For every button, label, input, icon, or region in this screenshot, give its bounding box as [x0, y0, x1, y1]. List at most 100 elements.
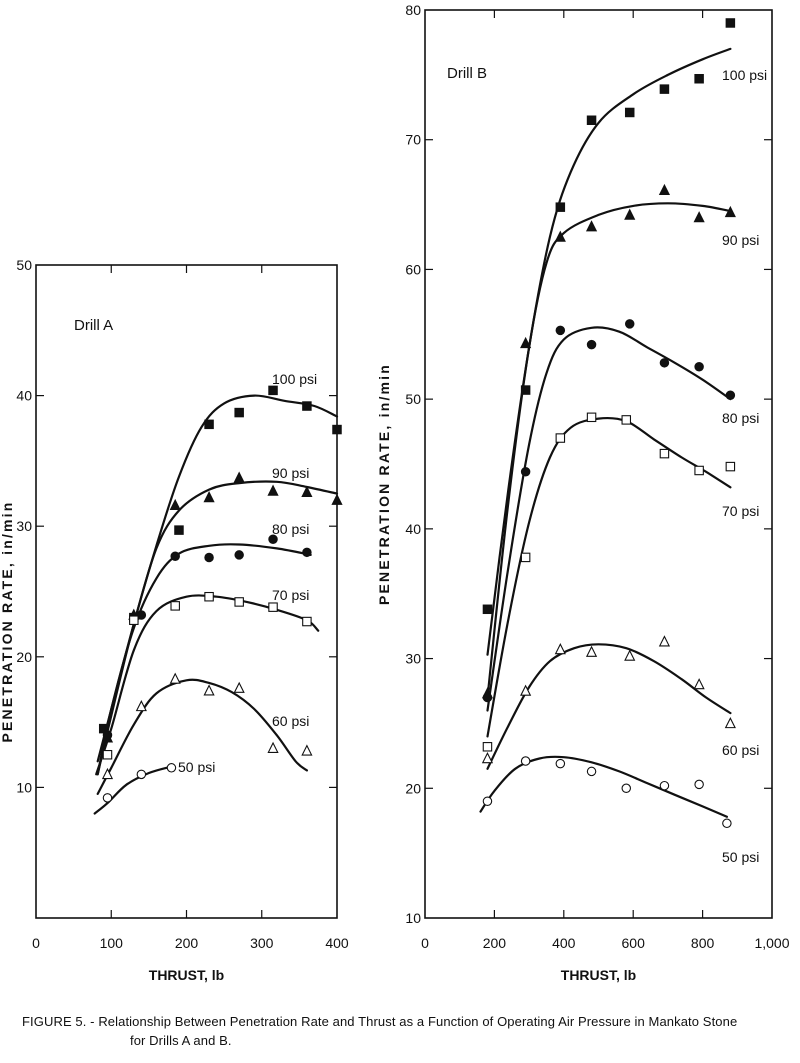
series-label: 90 psi: [272, 465, 309, 481]
data-point: [482, 692, 493, 703]
data-point: [301, 744, 313, 756]
series-label: 60 psi: [722, 742, 759, 758]
data-point: [724, 205, 736, 218]
series-curve: [93, 765, 173, 815]
y-tick-label: 40: [405, 521, 421, 537]
data-point: [586, 412, 597, 423]
data-point: [585, 220, 598, 232]
data-point: [586, 115, 597, 126]
data-point: [520, 756, 531, 766]
data-point: [554, 643, 566, 655]
series-label: 70 psi: [272, 587, 309, 603]
data-point: [267, 484, 279, 496]
y-tick-label: 70: [405, 132, 421, 148]
series-70-psi: 70 psi: [95, 587, 320, 776]
data-point: [586, 766, 597, 777]
x-tick-label: 400: [325, 935, 349, 951]
data-point: [268, 385, 278, 396]
x-tick-label: 400: [552, 935, 576, 951]
series-label: 60 psi: [272, 713, 309, 729]
data-point: [658, 183, 671, 196]
series-90-psi: 90 psi: [481, 183, 759, 699]
data-point: [481, 752, 494, 764]
x-tick-label: 1,000: [754, 935, 789, 951]
data-point: [234, 597, 244, 607]
series-curve: [96, 678, 308, 795]
y-axis-label: PENETRATION RATE, in/min: [376, 363, 392, 605]
data-point: [233, 471, 245, 483]
data-point: [102, 793, 113, 803]
data-point: [302, 547, 312, 558]
data-point: [136, 769, 147, 780]
y-tick-label: 20: [405, 780, 421, 796]
data-point: [166, 763, 177, 773]
series-curve: [95, 594, 320, 776]
series-label: 90 psi: [722, 232, 759, 248]
data-point: [204, 591, 214, 602]
caption-line-1: FIGURE 5. - Relationship Between Penetra…: [22, 1014, 738, 1029]
y-tick-label: 20: [16, 649, 32, 665]
y-tick-label: 50: [16, 257, 32, 273]
data-point: [301, 485, 313, 497]
data-point: [174, 525, 184, 535]
data-point: [555, 202, 566, 212]
x-tick-label: 600: [622, 935, 646, 951]
series-60-psi: 60 psi: [481, 635, 759, 770]
chart-title: Drill A: [74, 317, 113, 334]
data-point: [268, 534, 278, 545]
data-point: [234, 407, 244, 418]
series-curve: [486, 47, 732, 656]
data-point: [694, 465, 704, 476]
data-point: [555, 758, 566, 769]
data-point: [520, 336, 532, 349]
series-80-psi: 80 psi: [482, 319, 759, 712]
data-point: [624, 208, 636, 220]
data-point: [693, 678, 705, 690]
data-point: [722, 818, 732, 829]
series-70-psi: 70 psi: [482, 412, 759, 752]
data-point: [169, 672, 181, 684]
data-point: [694, 73, 704, 84]
x-tick-label: 0: [32, 935, 40, 951]
x-axis-label: THRUST, lb: [561, 967, 636, 983]
data-point: [659, 448, 670, 459]
data-point: [725, 390, 736, 401]
data-point: [302, 401, 312, 411]
data-point: [204, 419, 214, 430]
data-point: [555, 325, 566, 336]
data-point: [725, 461, 736, 472]
y-tick-label: 10: [16, 779, 32, 795]
data-point: [135, 699, 147, 712]
series-80-psi: 80 psi: [96, 521, 312, 776]
data-point: [624, 319, 635, 329]
data-point: [555, 433, 566, 443]
data-point: [331, 493, 343, 505]
data-point: [585, 645, 598, 657]
x-tick-label: 0: [421, 935, 429, 951]
data-point: [624, 649, 636, 661]
data-point: [203, 491, 215, 503]
series-label: 100 psi: [272, 371, 317, 387]
data-point: [102, 749, 113, 760]
series-label: 50 psi: [722, 849, 759, 865]
data-point: [233, 681, 245, 693]
data-point: [234, 550, 244, 560]
data-point: [332, 424, 342, 435]
series-curve: [486, 202, 732, 699]
drill-b-chart: 0 200 400 600 800 1,000 10 20 30 40 50 60 70 80 THRUST…: [376, 2, 790, 983]
caption-line-2: for Drills A and B.: [130, 1033, 232, 1048]
x-tick-label: 200: [483, 935, 507, 951]
data-point: [204, 552, 214, 563]
x-tick-label: 300: [250, 935, 274, 951]
series-label: 80 psi: [722, 410, 759, 426]
data-point: [170, 601, 180, 611]
series-label: 80 psi: [272, 521, 309, 537]
series-50-psi: 50 psi: [93, 759, 215, 815]
data-point: [482, 604, 493, 615]
data-point: [482, 742, 493, 752]
data-point: [101, 767, 114, 780]
series-curve: [486, 643, 732, 770]
y-tick-label: 80: [405, 2, 421, 18]
data-point: [267, 741, 279, 753]
